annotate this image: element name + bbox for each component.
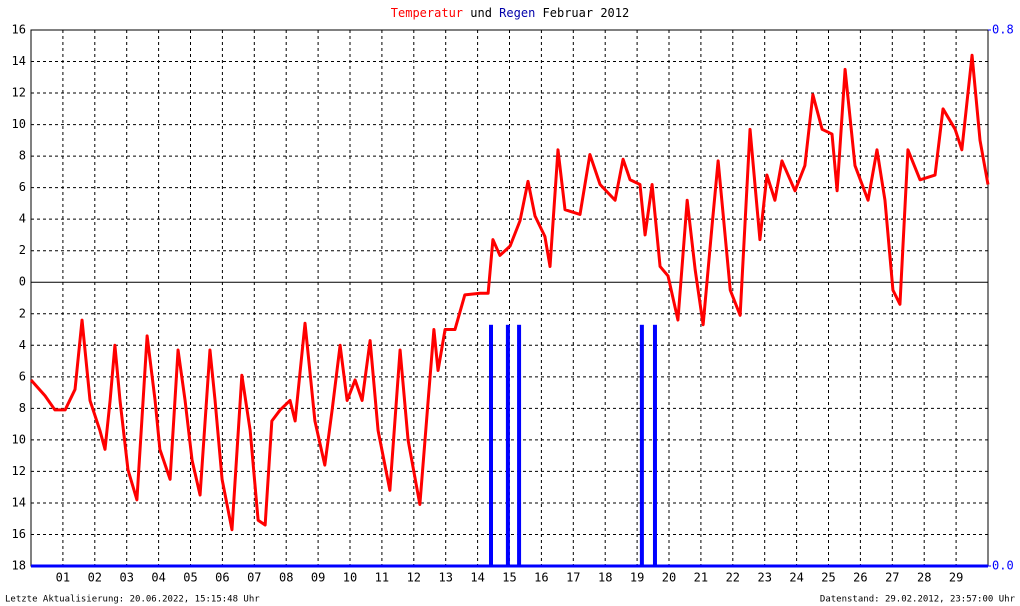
x-tick-label: 19 [630, 571, 644, 585]
rain-bar [652, 324, 657, 566]
x-tick-label: 05 [183, 571, 197, 585]
y-tick-label: 16 [12, 527, 26, 541]
y-tick-label: 12 [12, 464, 26, 478]
y-tick-label: 4 [19, 212, 26, 226]
title-part: Februar 2012 [543, 6, 630, 20]
x-tick-label: 14 [470, 571, 484, 585]
x-tick-label: 09 [311, 571, 325, 585]
x-tick-label: 21 [694, 571, 708, 585]
title-part: Temperatur [391, 6, 463, 20]
x-tick-label: 20 [662, 571, 676, 585]
x-tick-label: 10 [343, 571, 357, 585]
x-tick-label: 28 [917, 571, 931, 585]
rain-bar [505, 324, 510, 566]
x-tick-label: 11 [375, 571, 389, 585]
y-tick-label: 2 [19, 306, 26, 320]
y-tick-label: 6 [19, 369, 26, 383]
x-tick-label: 13 [438, 571, 452, 585]
chart-title: Temperatur und Regen Februar 2012 [391, 6, 629, 20]
y-tick-label: 6 [19, 180, 26, 194]
x-tick-label: 17 [566, 571, 580, 585]
x-tick-label: 15 [502, 571, 516, 585]
x-tick-label: 23 [757, 571, 771, 585]
y-tick-label: 14 [12, 495, 26, 509]
x-tick-label: 26 [853, 571, 867, 585]
y-tick-label: 16 [12, 23, 26, 37]
x-tick-label: 03 [119, 571, 133, 585]
x-tick-label: 04 [151, 571, 165, 585]
y-tick-label: 10 [12, 117, 26, 131]
y2-tick-label: 0.0 [992, 559, 1014, 573]
y2-tick-label: 0.8 [992, 23, 1014, 37]
x-tick-label: 16 [534, 571, 548, 585]
x-tick-label: 02 [88, 571, 102, 585]
y-tick-label: 8 [19, 149, 26, 163]
footer-left: Letzte Aktualisierung: 20.06.2022, 15:15… [5, 595, 260, 605]
rain-bar [488, 324, 493, 566]
x-tick-label: 29 [949, 571, 963, 585]
x-tick-label: 01 [56, 571, 70, 585]
x-tick-label: 27 [885, 571, 899, 585]
temperature-line [29, 53, 990, 532]
x-tick-label: 22 [726, 571, 740, 585]
title-part: Regen [499, 6, 535, 20]
y-tick-label: 4 [19, 338, 26, 352]
x-tick-label: 06 [215, 571, 229, 585]
x-tick-label: 24 [789, 571, 803, 585]
y-tick-label: 0 [19, 275, 26, 289]
rain-bar [517, 324, 522, 566]
rain-bar [639, 324, 644, 566]
y-tick-label: 18 [12, 559, 26, 573]
y-tick-label: 8 [19, 401, 26, 415]
y-tick-label: 14 [12, 54, 26, 68]
x-tick-label: 07 [247, 571, 261, 585]
title-part: und [470, 6, 492, 20]
x-tick-label: 18 [598, 571, 612, 585]
y-tick-label: 12 [12, 86, 26, 100]
y-tick-label: 10 [12, 432, 26, 446]
footer-right: Datenstand: 29.02.2012, 23:57:00 Uhr [820, 595, 1016, 605]
x-tick-label: 25 [821, 571, 835, 585]
y-tick-label: 2 [19, 243, 26, 257]
x-tick-label: 12 [407, 571, 421, 585]
x-tick-label: 08 [279, 571, 293, 585]
